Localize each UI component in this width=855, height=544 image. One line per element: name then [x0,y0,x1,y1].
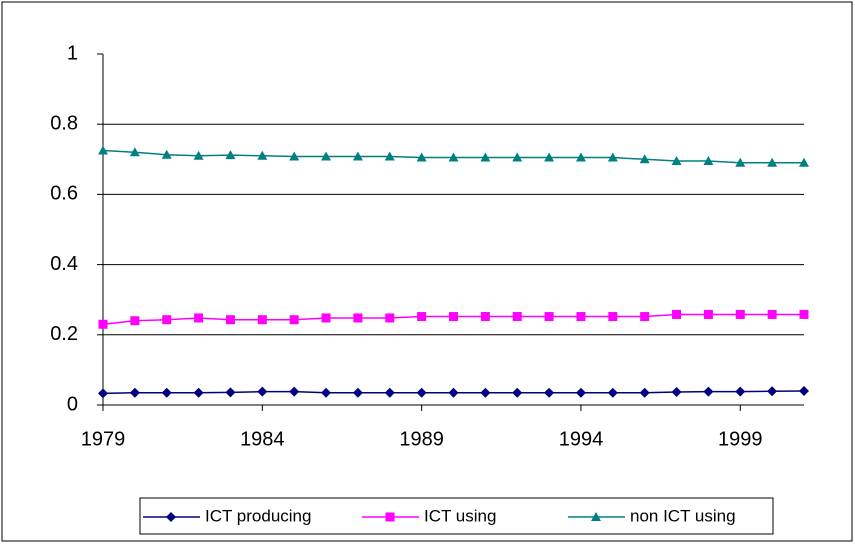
y-tick-label: 0.8 [50,112,78,134]
marker [225,387,236,398]
x-tick-label: 1979 [81,428,126,450]
marker [640,312,650,322]
y-tick-label: 0.2 [50,323,78,345]
marker [289,386,300,397]
marker [353,313,363,323]
marker [544,152,555,162]
marker [194,313,204,323]
y-tick-label: 1 [67,42,78,64]
legend-box [139,497,774,535]
marker [257,315,267,325]
marker [161,387,172,398]
marker [480,312,490,322]
marker [799,157,809,167]
marker [257,386,268,397]
marker [767,386,778,397]
marker [703,309,713,319]
marker [799,385,809,396]
marker [225,150,236,160]
marker [98,145,108,155]
marker [591,512,601,521]
marker [193,387,204,398]
marker [225,315,235,325]
legend: ICT producing ICT using non ICT using [143,506,736,525]
marker [161,149,172,159]
marker [98,319,108,329]
marker [416,152,427,162]
marker [289,151,300,161]
marker [480,387,491,398]
marker [799,309,809,319]
marker [512,312,522,322]
y-tick-label: 0.6 [50,183,78,205]
marker [384,387,395,398]
marker [576,312,586,322]
marker [289,315,299,325]
marker [672,309,682,319]
marker [735,386,746,397]
marker [321,313,331,323]
marker [385,512,395,522]
x-tick-label: 1999 [718,428,763,450]
marker [449,312,458,322]
marker [639,154,650,164]
marker [257,150,268,160]
y-tick-label: 0 [67,393,78,415]
legend-label: ICT producing [205,506,311,525]
marker [639,387,650,398]
marker [448,152,459,162]
marker [512,152,523,162]
marker [512,387,523,398]
marker [98,388,108,399]
marker [767,157,778,167]
legend-label: non ICT using [630,506,736,525]
marker [608,312,618,322]
marker [417,312,427,322]
marker [416,387,427,398]
marker [735,157,746,167]
marker [607,387,618,398]
marker [352,151,363,161]
x-tick-label: 1994 [559,428,604,450]
marker [703,386,714,397]
marker [575,152,586,162]
marker [193,150,204,160]
x-tick-label: 1984 [240,428,285,450]
marker [671,156,682,166]
marker [448,387,459,398]
marker [480,152,491,162]
marker [671,387,682,398]
marker [130,316,140,326]
marker [544,312,554,322]
x-tick-label: 1989 [399,428,444,450]
marker [162,315,172,325]
legend-label: ICT using [424,506,496,525]
marker [384,151,395,161]
marker [607,152,618,162]
marker [703,156,714,166]
marker [321,387,332,398]
marker [767,309,777,319]
y-tick-label: 0.4 [50,253,78,275]
marker [321,151,332,161]
marker [129,387,140,398]
marker [544,387,555,398]
marker [385,313,395,323]
marker [735,309,745,319]
marker [166,512,176,522]
marker [575,387,586,398]
marker [129,147,140,157]
marker [352,387,363,398]
